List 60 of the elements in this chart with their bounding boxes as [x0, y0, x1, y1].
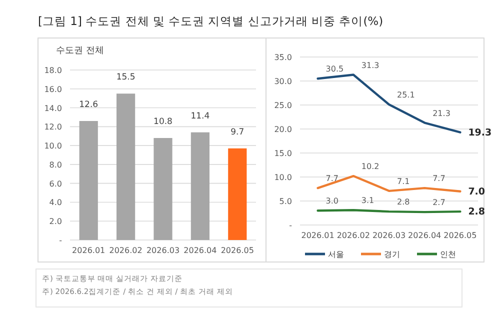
x-tick-label: 2026.04 [184, 246, 217, 255]
y-tick-label: 35.0 [274, 53, 292, 62]
y-tick-label: 30.0 [274, 77, 292, 86]
y-tick-label: 10.0 [44, 142, 62, 151]
bar [79, 121, 98, 240]
bar [228, 148, 247, 240]
data-label: 3.0 [326, 196, 339, 206]
y-tick-label: 10.0 [274, 173, 292, 182]
legend-label: 인천 [440, 250, 456, 259]
data-label: 15.5 [116, 72, 136, 83]
y-tick-label: 25.0 [274, 101, 292, 110]
data-label: 10.8 [154, 117, 172, 127]
bar [190, 132, 210, 240]
x-tick-label: 2026.03 [372, 231, 406, 240]
data-label: 2.7 [432, 198, 446, 208]
data-label: 10.2 [361, 162, 380, 172]
data-label: 25.1 [397, 90, 415, 100]
y-tick-label: 2.0 [49, 217, 62, 226]
data-label: 30.5 [326, 64, 344, 74]
data-label: 12.6 [79, 100, 98, 110]
y-tick-label: - [59, 236, 62, 245]
data-label: 7.7 [432, 174, 446, 184]
data-label: 7.0 [468, 186, 486, 198]
data-label: 9.7 [230, 127, 244, 138]
chart-title: [그림 1] 수도권 전체 및 수도권 지역별 신고가거래 비중 추이(%) [38, 14, 384, 28]
y-tick-label: 18.0 [44, 66, 62, 75]
data-label: 2.8 [397, 198, 410, 207]
data-label: 19.3 [468, 127, 492, 138]
legend-label: 경기 [384, 250, 400, 259]
x-tick-label: 2026.02 [336, 231, 370, 240]
data-label: 31.3 [361, 60, 380, 70]
y-tick-label: 4.0 [49, 198, 62, 208]
y-tick-label: 6.0 [49, 179, 62, 188]
x-tick-label: 2026.02 [109, 246, 142, 255]
y-tick-label: 12.0 [44, 122, 62, 132]
line-series [316, 174, 462, 192]
data-label: 7.1 [397, 176, 410, 186]
data-label: 21.3 [432, 108, 450, 118]
y-tick-label: 20.0 [274, 125, 292, 134]
data-label: 7.7 [326, 174, 339, 184]
data-label: 3.1 [361, 196, 374, 206]
y-tick-label: 15.0 [274, 149, 292, 158]
y-tick-label: 14.0 [44, 104, 62, 113]
x-tick-label: 2026.01 [301, 231, 334, 240]
x-tick-label: 2026.03 [146, 246, 180, 255]
data-label: 2.8 [468, 206, 486, 218]
bar [116, 94, 136, 240]
y-tick-label: - [289, 221, 292, 230]
x-tick-label: 2026.05 [444, 231, 477, 240]
y-tick-label: 16.0 [44, 84, 62, 94]
y-tick-label: 5.0 [279, 197, 292, 206]
y-tick-label: 8.0 [49, 160, 62, 170]
chart-subtitle: 수도권 전체 [56, 46, 104, 56]
x-tick-label: 2026.05 [220, 246, 254, 255]
line-series [316, 74, 462, 134]
legend-label: 서울 [328, 250, 344, 259]
data-label: 11.4 [190, 111, 210, 122]
x-tick-label: 2026.04 [408, 231, 442, 240]
bar [154, 138, 172, 240]
x-tick-label: 2026.01 [72, 246, 106, 255]
